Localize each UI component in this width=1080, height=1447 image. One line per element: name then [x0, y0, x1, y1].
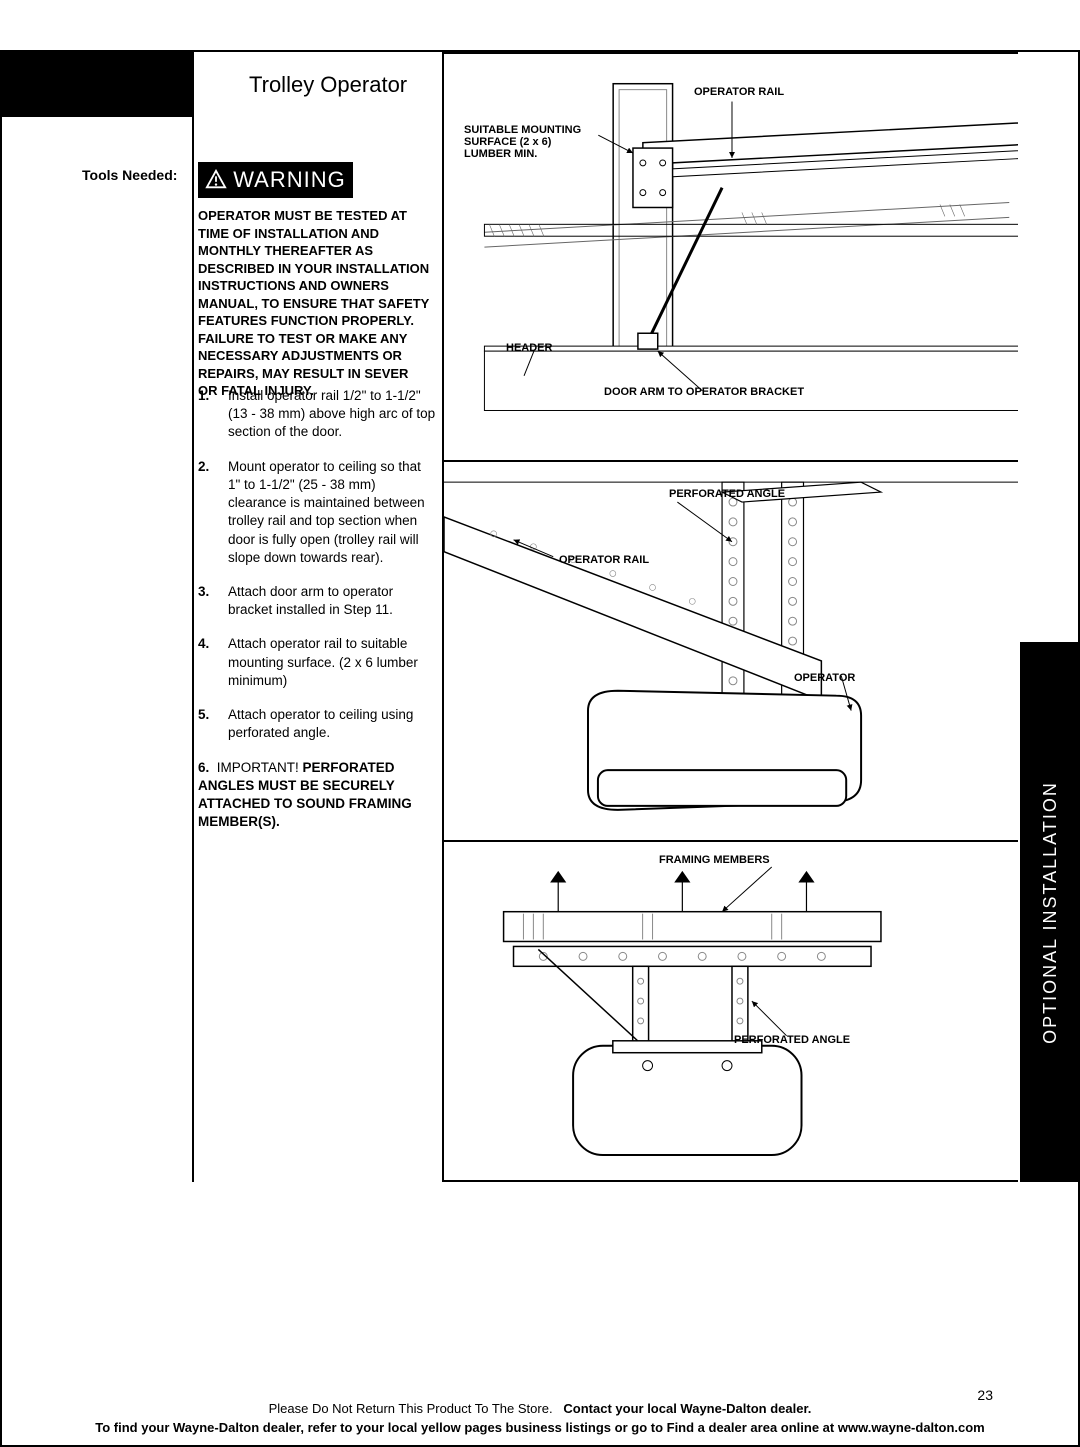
diagram-1-svg — [444, 54, 1018, 460]
left-column: Tools Needed: — [2, 52, 192, 1182]
warning-triangle-icon — [205, 169, 227, 191]
diagram-framing: FRAMING MEMBERS PERFORATED ANGLE — [442, 842, 1018, 1182]
step-6: 6. IMPORTANT! PERFORATED ANGLES MUST BE … — [198, 759, 436, 832]
footer-line-1: Please Do Not Return This Product To The… — [32, 1401, 1048, 1416]
steps-list: 1.Install operator rail 1/2" to 1-1/2" (… — [198, 387, 436, 847]
step-2: 2.Mount operator to ceiling so that 1" t… — [198, 458, 436, 567]
diagram-2-svg — [444, 462, 1018, 840]
label-header: HEADER — [506, 342, 552, 354]
label-framing-members: FRAMING MEMBERS — [659, 854, 770, 866]
warning-badge: WARNING — [198, 162, 353, 198]
footer: Please Do Not Return This Product To The… — [2, 1395, 1078, 1445]
label-perforated-angle-1: PERFORATED ANGLE — [669, 488, 785, 500]
step-3: 3.Attach door arm to operator bracket in… — [198, 583, 436, 619]
label-door-arm: DOOR ARM TO OPERATOR BRACKET — [604, 386, 804, 398]
diagram-header-mount: OPERATOR RAIL SUITABLE MOUNTING SURFACE … — [442, 52, 1018, 462]
label-operator-rail: OPERATOR RAIL — [694, 86, 784, 98]
footer-line-2: To find your Wayne-Dalton dealer, refer … — [32, 1420, 1048, 1435]
section-tab: OPTIONAL INSTALLATION — [1020, 642, 1080, 1182]
step-5: 5.Attach operator to ceiling using perfo… — [198, 706, 436, 742]
section-tab-label: OPTIONAL INSTALLATION — [1040, 781, 1061, 1044]
tools-needed-label: Tools Needed: — [82, 167, 177, 183]
diagram-3-svg — [444, 842, 1018, 1180]
manual-page: OPTIONAL INSTALLATION Tools Needed: Trol… — [0, 50, 1080, 1447]
step-1: 1.Install operator rail 1/2" to 1-1/2" (… — [198, 387, 436, 442]
label-operator: OPERATOR — [794, 672, 855, 684]
instructions-column: Trolley Operator WARNING OPERATOR MUST B… — [192, 52, 442, 1182]
warning-label: WARNING — [233, 167, 346, 193]
page-title: Trolley Operator — [249, 72, 407, 98]
label-mounting-surface: SUITABLE MOUNTING SURFACE (2 x 6) LUMBER… — [464, 124, 594, 160]
step-4: 4.Attach operator rail to suitable mount… — [198, 635, 436, 690]
label-perforated-angle-2: PERFORATED ANGLE — [734, 1034, 850, 1046]
warning-text: OPERATOR MUST BE TESTED AT TIME OF INSTA… — [198, 207, 430, 400]
diagram-ceiling-mount: PERFORATED ANGLE OPERATOR RAIL OPERATOR — [442, 462, 1018, 842]
label-operator-rail-2: OPERATOR RAIL — [559, 554, 649, 566]
